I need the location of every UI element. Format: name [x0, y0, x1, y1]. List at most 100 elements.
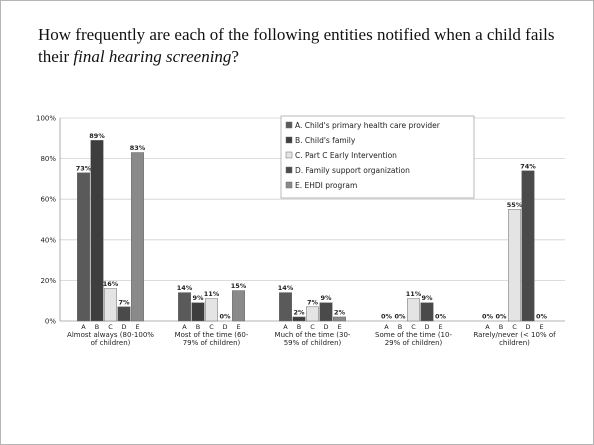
data-label: 9%	[192, 294, 204, 302]
data-label: 73%	[76, 164, 92, 172]
legend-entry: E. EHDI program	[295, 181, 357, 190]
bar	[131, 152, 144, 322]
subcategory-label: E	[236, 323, 240, 331]
subcategory-label: D	[323, 323, 328, 331]
category-label: 59% of children)	[284, 339, 342, 347]
category-label: Almost always (80-100%	[67, 331, 154, 339]
data-label: 0%	[219, 313, 231, 321]
legend-entry: C. Part C Early Intervention	[295, 151, 397, 160]
subcategory-label: A	[182, 323, 187, 331]
data-label: 2%	[293, 308, 305, 316]
bar	[178, 292, 191, 322]
bar	[117, 306, 131, 322]
y-tick-label: 40%	[40, 236, 56, 244]
subcategory-label: D	[121, 323, 126, 331]
subcategory-label: D	[424, 323, 429, 331]
category-label: Some of the time (10-	[375, 331, 452, 339]
bar	[77, 172, 90, 322]
data-label: 55%	[507, 201, 523, 209]
legend-box	[280, 115, 475, 199]
data-label: 74%	[520, 162, 536, 170]
legend-swatch	[285, 181, 293, 189]
data-label: 11%	[406, 290, 422, 298]
subcategory-label: A	[485, 323, 490, 331]
bar	[292, 316, 306, 322]
data-label: 11%	[204, 290, 220, 298]
y-tick-label: 100%	[36, 115, 56, 123]
legend-swatch	[285, 151, 293, 159]
question-text-end: ?	[231, 47, 239, 66]
legend-swatch	[285, 136, 293, 144]
question-emphasis: final hearing screening	[73, 47, 232, 66]
data-label: 16%	[103, 280, 119, 288]
data-label: 0%	[482, 313, 494, 321]
bar	[319, 302, 333, 322]
category-label: of children)	[91, 339, 131, 347]
data-label: 7%	[118, 298, 130, 306]
bar	[521, 170, 535, 322]
data-label: 0%	[381, 313, 393, 321]
subcategory-label: A	[283, 323, 288, 331]
subcategory-label: C	[209, 323, 214, 331]
subcategory-label: E	[438, 323, 442, 331]
bar	[191, 302, 205, 322]
subcategory-label: E	[337, 323, 341, 331]
y-tick-label: 60%	[40, 196, 56, 204]
subcategory-label: D	[525, 323, 530, 331]
bar	[104, 288, 117, 322]
category-label: Rarely/never (< 10% of	[473, 331, 556, 339]
category-label: 79% of children)	[183, 339, 241, 347]
category-label: 29% of children)	[385, 339, 443, 347]
subcategory-label: B	[297, 323, 301, 331]
legend-swatch	[285, 121, 293, 129]
subcategory-label: B	[398, 323, 402, 331]
subcategory-label: D	[222, 323, 227, 331]
bar	[232, 290, 245, 322]
subcategory-label: B	[196, 323, 200, 331]
subcategory-label: E	[135, 323, 139, 331]
data-label: 9%	[320, 294, 332, 302]
data-label: 14%	[278, 284, 294, 292]
bar	[90, 140, 104, 322]
y-tick-label: 80%	[40, 155, 56, 163]
category-label: Most of the time (60-	[175, 331, 249, 339]
data-label: 0%	[435, 313, 447, 321]
subcategory-label: B	[499, 323, 503, 331]
question-text: How frequently are each of the following…	[38, 24, 568, 68]
data-label: 14%	[177, 284, 193, 292]
bar	[508, 209, 521, 322]
subcategory-label: B	[95, 323, 99, 331]
legend-swatch	[285, 166, 293, 174]
bar	[333, 316, 346, 322]
question-text-start: How frequently are each of the following…	[38, 25, 555, 66]
y-tick-label: 0%	[45, 318, 56, 326]
data-label: 2%	[334, 308, 346, 316]
data-label: 0%	[536, 313, 548, 321]
bar	[306, 306, 319, 322]
subcategory-label: C	[310, 323, 315, 331]
bar	[279, 292, 292, 322]
bar	[420, 302, 434, 322]
subcategory-label: A	[81, 323, 86, 331]
data-label: 7%	[307, 298, 319, 306]
category-label: Much of the time (30-	[275, 331, 351, 339]
data-label: 0%	[394, 313, 406, 321]
legend-entry: D. Family support organization	[295, 166, 410, 175]
category-label: children)	[499, 339, 530, 347]
y-tick-label: 20%	[40, 277, 56, 285]
data-label: 15%	[231, 282, 247, 290]
subcategory-label: E	[539, 323, 543, 331]
bar	[205, 298, 218, 322]
subcategory-label: C	[411, 323, 416, 331]
data-label: 89%	[89, 132, 105, 140]
subcategory-label: A	[384, 323, 389, 331]
legend-entry: B. Child's family	[295, 136, 356, 145]
data-label: 0%	[495, 313, 507, 321]
legend-entry: A. Child's primary health care provider	[295, 121, 441, 130]
data-label: 83%	[130, 144, 146, 152]
subcategory-label: C	[512, 323, 517, 331]
data-label: 9%	[421, 294, 433, 302]
bar	[407, 298, 420, 322]
subcategory-label: C	[108, 323, 113, 331]
